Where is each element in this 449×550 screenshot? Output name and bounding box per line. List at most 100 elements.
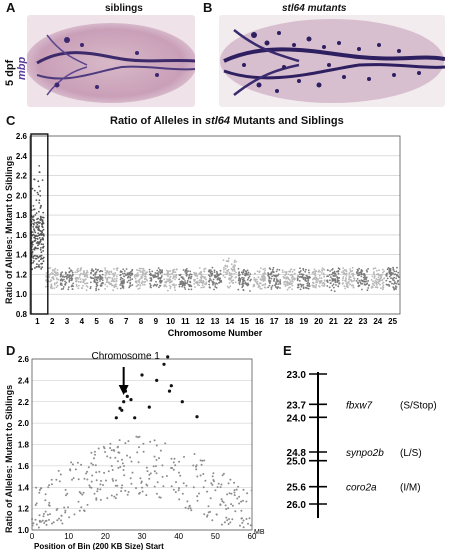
data-point — [360, 282, 362, 285]
data-point — [307, 279, 310, 282]
data-point — [329, 270, 331, 272]
data-point — [228, 286, 230, 289]
x-tick-label: 5 — [94, 317, 99, 326]
data-point — [53, 284, 56, 286]
data-point — [229, 285, 232, 288]
data-point — [297, 284, 300, 287]
data-point — [233, 489, 236, 492]
data-point — [82, 278, 84, 281]
data-point — [307, 277, 310, 280]
data-point — [150, 278, 153, 281]
data-point — [156, 269, 159, 272]
x-tick-label: 13 — [211, 317, 220, 326]
data-point — [281, 269, 284, 272]
data-point — [219, 277, 222, 280]
data-point — [60, 278, 63, 280]
data-point — [178, 278, 181, 281]
data-point — [184, 269, 187, 271]
data-point — [312, 277, 315, 280]
data-point — [120, 490, 123, 493]
data-point — [395, 288, 397, 290]
data-point — [157, 275, 160, 277]
mutant-brain-image — [219, 15, 445, 107]
data-point — [39, 240, 42, 243]
data-point — [109, 442, 112, 445]
data-point — [48, 504, 51, 507]
data-point — [106, 455, 109, 458]
data-point — [307, 281, 310, 283]
data-point — [163, 285, 166, 288]
data-point — [90, 271, 92, 274]
data-point — [246, 269, 249, 272]
data-point — [115, 279, 118, 282]
data-point — [105, 281, 108, 284]
data-point — [93, 492, 96, 495]
data-point — [220, 483, 223, 486]
data-point — [32, 205, 35, 207]
genetic-map: 23.0 23.7 fbxw7 (S/Stop) 24.0 24.8 synpo2b (L/S… — [287, 370, 437, 518]
data-point — [144, 280, 146, 283]
data-point — [329, 276, 332, 278]
data-point — [314, 272, 317, 275]
data-point — [198, 267, 201, 269]
data-point — [394, 273, 397, 275]
data-point — [390, 272, 393, 275]
data-point — [108, 281, 111, 284]
data-point — [238, 502, 241, 505]
panel-b-letter: B — [203, 0, 213, 15]
data-point — [33, 240, 36, 242]
data-point — [86, 470, 89, 473]
highlighted-point — [155, 378, 159, 382]
data-point — [110, 270, 113, 273]
data-point — [50, 483, 53, 486]
data-point — [138, 287, 141, 290]
data-point — [62, 275, 64, 277]
data-point — [331, 273, 333, 276]
data-point — [226, 272, 229, 275]
data-point — [40, 254, 43, 257]
data-point — [224, 271, 227, 274]
data-point — [40, 251, 43, 254]
data-point — [102, 484, 104, 486]
data-point — [114, 456, 117, 459]
data-point — [36, 263, 38, 265]
x-tick-label: 25 — [388, 317, 397, 326]
data-point — [150, 274, 152, 277]
data-point — [184, 280, 186, 282]
data-point — [71, 463, 74, 466]
data-point — [255, 281, 258, 284]
data-point — [119, 466, 122, 468]
data-point — [243, 279, 246, 282]
data-point — [237, 267, 240, 270]
data-point — [33, 229, 36, 232]
data-point — [395, 282, 398, 285]
data-point — [261, 284, 264, 287]
data-point — [233, 261, 236, 264]
data-point — [239, 278, 242, 280]
data-point — [80, 506, 83, 509]
data-point — [196, 275, 199, 277]
data-point — [341, 271, 343, 274]
data-point — [96, 281, 99, 284]
data-point — [201, 459, 204, 462]
data-point — [388, 280, 391, 283]
data-point — [336, 281, 339, 283]
data-point — [189, 285, 191, 287]
data-point — [348, 275, 351, 278]
data-point — [196, 475, 199, 478]
data-point — [190, 509, 193, 512]
highlighted-point — [120, 408, 124, 412]
data-point — [388, 269, 391, 271]
data-point — [314, 274, 317, 277]
data-point — [184, 288, 187, 290]
x-tick-label: 11 — [181, 317, 190, 326]
data-point — [207, 511, 210, 514]
data-point — [151, 270, 154, 273]
data-point — [116, 287, 119, 290]
data-point — [250, 278, 252, 281]
data-point — [140, 267, 142, 270]
data-point — [389, 270, 391, 273]
data-point — [122, 469, 125, 471]
data-point — [137, 436, 139, 439]
data-point — [242, 284, 244, 287]
